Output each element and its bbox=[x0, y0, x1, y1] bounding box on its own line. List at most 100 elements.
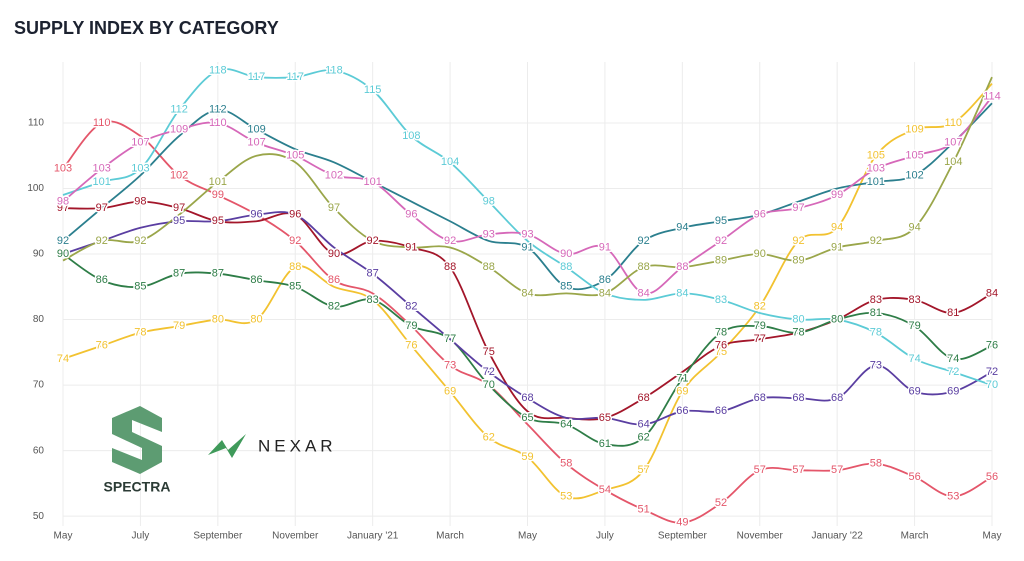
data-label: 69 bbox=[676, 386, 688, 398]
data-label: 81 bbox=[870, 307, 882, 319]
x-tick-label: May bbox=[54, 531, 73, 542]
data-label: 53 bbox=[560, 490, 572, 502]
y-tick-label: 100 bbox=[27, 183, 44, 194]
x-tick-label: May bbox=[983, 531, 1002, 542]
data-label: 85 bbox=[560, 281, 572, 293]
data-label: 86 bbox=[328, 274, 340, 286]
y-tick-label: 60 bbox=[33, 445, 45, 456]
data-label: 90 bbox=[754, 248, 766, 260]
data-label: 108 bbox=[402, 130, 420, 142]
x-tick-label: September bbox=[658, 531, 708, 542]
series-line bbox=[62, 68, 993, 386]
data-label: 105 bbox=[867, 150, 885, 162]
data-label: 84 bbox=[638, 287, 650, 299]
data-label: 78 bbox=[870, 327, 882, 339]
data-label: 92 bbox=[289, 235, 301, 247]
spectra-icon bbox=[112, 406, 162, 474]
data-label: 97 bbox=[173, 202, 185, 214]
data-label: 92 bbox=[715, 235, 727, 247]
data-label: 105 bbox=[905, 150, 923, 162]
data-label: 80 bbox=[831, 313, 843, 325]
data-label: 96 bbox=[405, 209, 417, 221]
data-label: 88 bbox=[289, 261, 301, 273]
data-label: 92 bbox=[444, 235, 456, 247]
data-label: 101 bbox=[209, 176, 227, 188]
data-label: 80 bbox=[792, 313, 804, 325]
y-tick-label: 90 bbox=[33, 249, 45, 260]
x-tick-label: January '22 bbox=[811, 531, 863, 542]
data-label: 76 bbox=[96, 340, 108, 352]
data-label: 78 bbox=[792, 327, 804, 339]
data-label: 101 bbox=[363, 176, 381, 188]
data-label: 59 bbox=[521, 451, 533, 463]
data-label: 91 bbox=[405, 241, 417, 253]
data-labels: 103 110 102 99 96 92 86 73 58 54 51 49 52 57 57 57 58 56 5… bbox=[52, 63, 1002, 530]
data-label: 99 bbox=[212, 189, 224, 201]
chart-title: SUPPLY INDEX BY CATEGORY bbox=[14, 18, 279, 38]
y-tick-label: 110 bbox=[28, 118, 44, 129]
data-label: 91 bbox=[831, 241, 843, 253]
data-label: 69 bbox=[947, 386, 959, 398]
data-label: 57 bbox=[638, 464, 650, 476]
data-label: 57 bbox=[792, 464, 804, 476]
data-label: 97 bbox=[96, 202, 108, 214]
data-label: 94 bbox=[831, 222, 843, 234]
data-label: 92 bbox=[638, 235, 650, 247]
data-label: 105 bbox=[286, 150, 304, 162]
data-label: 96 bbox=[250, 209, 262, 221]
data-label: 74 bbox=[908, 353, 920, 365]
x-tick-label: March bbox=[901, 531, 929, 542]
data-label: 61 bbox=[599, 438, 611, 450]
data-label: 112 bbox=[170, 104, 188, 116]
data-label: 88 bbox=[483, 261, 495, 273]
data-label: 96 bbox=[754, 209, 766, 221]
data-label: 54 bbox=[599, 484, 611, 496]
data-label: 62 bbox=[483, 431, 495, 443]
data-label: 117 bbox=[286, 71, 304, 83]
data-label: 92 bbox=[870, 235, 882, 247]
x-tick-label: November bbox=[272, 531, 319, 542]
series-line bbox=[62, 211, 993, 426]
grid: 50 60 70 80 90 100 110 May July September November… bbox=[27, 62, 1001, 542]
data-label: 79 bbox=[908, 320, 920, 332]
data-label: 102 bbox=[905, 169, 923, 181]
data-label: 102 bbox=[170, 169, 188, 181]
data-label: 74 bbox=[947, 353, 959, 365]
data-label: 68 bbox=[754, 392, 766, 404]
data-label: 56 bbox=[986, 471, 998, 483]
data-label: 71 bbox=[676, 372, 688, 384]
data-label: 57 bbox=[831, 464, 843, 476]
data-label: 88 bbox=[444, 261, 456, 273]
series-line bbox=[62, 120, 993, 524]
data-label: 77 bbox=[444, 333, 456, 345]
data-label: 81 bbox=[947, 307, 959, 319]
x-tick-label: July bbox=[132, 531, 150, 542]
data-label: 115 bbox=[364, 84, 382, 96]
nexar-icon bbox=[208, 434, 246, 458]
data-label: 97 bbox=[57, 202, 69, 214]
data-label: 75 bbox=[483, 346, 495, 358]
x-tick-label: March bbox=[436, 531, 464, 542]
data-label: 89 bbox=[715, 254, 727, 266]
data-label: 78 bbox=[134, 327, 146, 339]
data-label: 49 bbox=[676, 517, 688, 529]
data-label: 65 bbox=[521, 412, 533, 424]
series-line bbox=[62, 102, 993, 291]
data-label: 69 bbox=[444, 386, 456, 398]
data-label: 69 bbox=[908, 386, 920, 398]
data-label: 72 bbox=[483, 366, 495, 378]
data-label: 107 bbox=[131, 137, 149, 149]
data-label: 79 bbox=[173, 320, 185, 332]
data-label: 84 bbox=[676, 287, 688, 299]
data-label: 107 bbox=[247, 137, 265, 149]
data-label: 70 bbox=[483, 379, 495, 391]
data-label: 73 bbox=[444, 359, 456, 371]
data-label: 92 bbox=[96, 235, 108, 247]
data-label: 94 bbox=[676, 222, 688, 234]
data-label: 76 bbox=[405, 340, 417, 352]
data-label: 72 bbox=[986, 366, 998, 378]
data-label: 95 bbox=[212, 215, 224, 227]
data-label: 72 bbox=[947, 366, 959, 378]
data-label: 103 bbox=[54, 163, 72, 175]
